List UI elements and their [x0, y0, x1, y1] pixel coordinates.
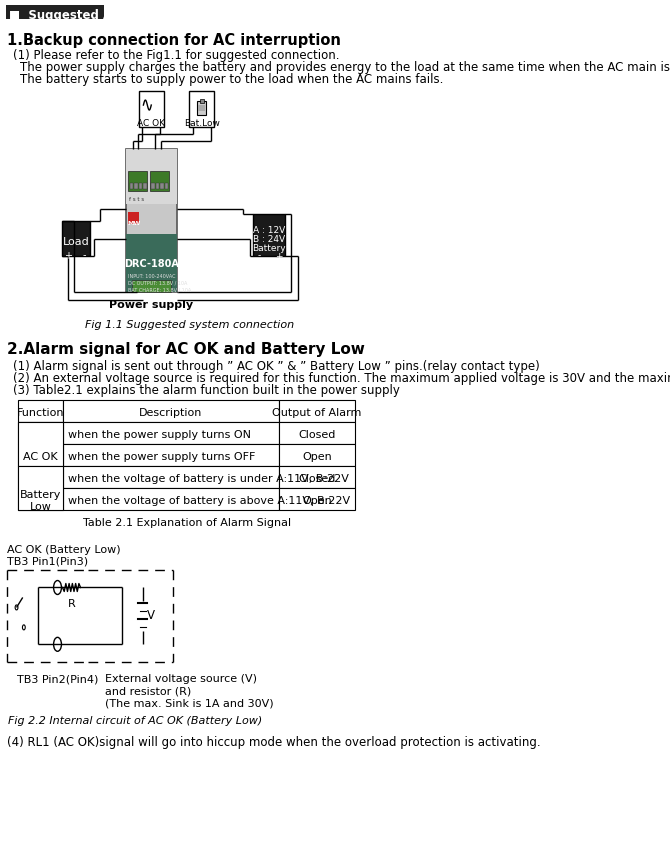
- Bar: [63, 400, 279, 422]
- Text: AC OK: AC OK: [137, 119, 165, 128]
- Bar: [198, 105, 205, 111]
- Bar: [190, 91, 214, 127]
- Text: 1.Backup connection for AC interruption: 1.Backup connection for AC interruption: [7, 34, 341, 48]
- Bar: [279, 466, 355, 488]
- Text: Power supply: Power supply: [109, 300, 194, 311]
- Text: MW: MW: [127, 221, 141, 226]
- Text: TB3 Pin2(Pin4): TB3 Pin2(Pin4): [17, 674, 98, 684]
- Bar: [131, 280, 171, 293]
- Bar: [18, 444, 63, 466]
- Bar: [63, 488, 279, 510]
- Text: Description: Description: [139, 408, 202, 418]
- Text: +: +: [275, 252, 283, 261]
- Bar: [155, 183, 159, 189]
- Text: when the power supply turns OFF: when the power supply turns OFF: [68, 452, 255, 462]
- Text: (3) Table2.1 explains the alarm function built in the power supply: (3) Table2.1 explains the alarm function…: [13, 384, 399, 397]
- Text: f s t s: f s t s: [129, 197, 144, 202]
- Bar: [126, 234, 176, 293]
- Bar: [126, 149, 176, 293]
- Bar: [18, 466, 63, 510]
- Bar: [128, 211, 139, 224]
- Bar: [200, 99, 204, 103]
- Text: Battery: Battery: [253, 243, 286, 253]
- Text: Bat.Low: Bat.Low: [184, 119, 220, 128]
- Circle shape: [54, 638, 62, 652]
- Text: Table 2.1 Explanation of Alarm Signal: Table 2.1 Explanation of Alarm Signal: [82, 518, 291, 527]
- Text: AC OK (Battery Low): AC OK (Battery Low): [7, 545, 121, 555]
- Text: when the voltage of battery is above A:11V, B:22V: when the voltage of battery is above A:1…: [68, 495, 350, 506]
- Bar: [126, 149, 176, 204]
- Text: when the power supply turns ON: when the power supply turns ON: [68, 430, 251, 440]
- Text: (1) Please refer to the Fig1.1 for suggested connection.: (1) Please refer to the Fig1.1 for sugge…: [13, 49, 339, 62]
- Circle shape: [22, 625, 25, 630]
- Bar: [151, 183, 155, 189]
- Text: 2.Alarm signal for AC OK and Battery Low: 2.Alarm signal for AC OK and Battery Low: [7, 343, 365, 357]
- Bar: [160, 183, 163, 189]
- Bar: [18, 466, 63, 488]
- Text: TB3 Pin1(Pin3): TB3 Pin1(Pin3): [7, 557, 88, 567]
- Text: INPUT: 100-240VAC: INPUT: 100-240VAC: [128, 274, 176, 279]
- Text: B : 24V: B : 24V: [253, 235, 285, 243]
- Text: Closed: Closed: [298, 430, 336, 440]
- Bar: [253, 214, 285, 255]
- Text: and resistor (R): and resistor (R): [105, 686, 192, 696]
- Text: (1) Alarm signal is sent out through ” AC OK ” & ” Battery Low ” pins.(relay con: (1) Alarm signal is sent out through ” A…: [13, 360, 539, 373]
- Bar: [279, 400, 355, 422]
- Text: (4) RL1 (AC OK)signal will go into hiccup mode when the overload protection is a: (4) RL1 (AC OK)signal will go into hiccu…: [7, 736, 541, 749]
- Text: BAT CHARGE: 13.8V / 10A: BAT CHARGE: 13.8V / 10A: [128, 287, 192, 293]
- Text: Open: Open: [302, 452, 332, 462]
- Bar: [63, 422, 279, 444]
- Bar: [18, 488, 63, 510]
- Text: ■  Suggested Application: ■ Suggested Application: [9, 9, 178, 22]
- Bar: [143, 183, 147, 189]
- Bar: [279, 488, 355, 510]
- Text: DRC-180A: DRC-180A: [124, 259, 179, 268]
- Text: (2) An external voltage source is required for this function. The maximum applie: (2) An external voltage source is requir…: [13, 372, 670, 385]
- Text: Open: Open: [302, 495, 332, 506]
- Bar: [135, 183, 138, 189]
- Bar: [63, 466, 279, 488]
- Text: DC OUTPUT: 13.8V / 10A: DC OUTPUT: 13.8V / 10A: [128, 280, 188, 286]
- Text: R: R: [68, 600, 76, 609]
- Text: Output of Alarm: Output of Alarm: [272, 408, 362, 418]
- Text: (The max. Sink is 1A and 30V): (The max. Sink is 1A and 30V): [105, 698, 274, 709]
- Text: Closed: Closed: [298, 474, 336, 484]
- Text: AC OK: AC OK: [23, 452, 58, 462]
- Text: Fig 1.1 Suggested system connection: Fig 1.1 Suggested system connection: [85, 320, 294, 331]
- Bar: [18, 422, 63, 466]
- Text: +: +: [64, 250, 72, 261]
- Bar: [139, 91, 163, 127]
- Bar: [149, 171, 169, 191]
- Text: Function: Function: [17, 408, 64, 418]
- Text: -: -: [258, 252, 261, 261]
- Text: Fig 2.2 Internal circuit of AC OK (Battery Low): Fig 2.2 Internal circuit of AC OK (Batte…: [8, 716, 263, 726]
- Text: V: V: [147, 609, 155, 622]
- Bar: [62, 221, 90, 255]
- Text: The battery starts to supply power to the load when the AC mains fails.: The battery starts to supply power to th…: [21, 73, 444, 86]
- Bar: [18, 400, 63, 422]
- Text: Battery
Low: Battery Low: [20, 490, 62, 512]
- Text: External voltage source (V): External voltage source (V): [105, 674, 257, 684]
- Bar: [279, 444, 355, 466]
- Text: The power supply charges the battery and provides energy to the load at the same: The power supply charges the battery and…: [21, 61, 670, 74]
- Circle shape: [54, 581, 62, 595]
- Bar: [279, 422, 355, 444]
- Text: A : 12V: A : 12V: [253, 225, 285, 235]
- Bar: [197, 101, 206, 115]
- Text: Load: Load: [63, 236, 89, 247]
- Bar: [165, 183, 168, 189]
- Text: -: -: [82, 250, 86, 261]
- Text: when the voltage of battery is under A:11V, B:22V: when the voltage of battery is under A:1…: [68, 474, 348, 484]
- Bar: [139, 183, 142, 189]
- Bar: [128, 171, 147, 191]
- Bar: [63, 444, 279, 466]
- Bar: [6, 5, 104, 19]
- Circle shape: [15, 605, 18, 610]
- Bar: [18, 422, 63, 444]
- Bar: [130, 183, 133, 189]
